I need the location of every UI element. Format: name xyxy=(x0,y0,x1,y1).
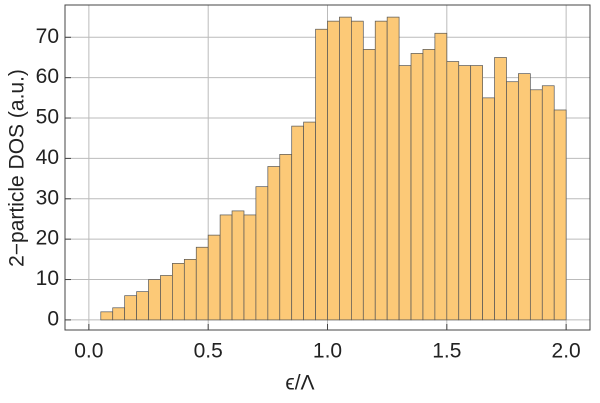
bar xyxy=(231,210,245,321)
bar xyxy=(303,121,316,321)
x-tick-label: 1.5 xyxy=(432,340,461,363)
bar xyxy=(124,295,137,321)
bar xyxy=(446,61,460,321)
bar xyxy=(506,81,519,321)
bar xyxy=(195,246,209,321)
bar xyxy=(315,28,328,321)
bar xyxy=(410,53,424,321)
bar xyxy=(207,234,221,321)
bar xyxy=(494,57,507,321)
bar xyxy=(136,291,149,321)
plot-frame xyxy=(64,4,591,331)
y-tick-label: 0 xyxy=(47,307,59,330)
bar xyxy=(279,154,293,321)
bar xyxy=(148,279,161,321)
bar xyxy=(255,186,269,321)
bar xyxy=(243,214,257,321)
bar xyxy=(339,16,352,321)
bar xyxy=(398,65,412,321)
bar xyxy=(374,20,388,321)
bar xyxy=(518,73,531,321)
y-tick-label: 40 xyxy=(36,146,59,169)
bar xyxy=(458,65,472,321)
y-tick-label: 30 xyxy=(36,186,59,209)
bar xyxy=(291,125,304,321)
bar xyxy=(529,89,543,321)
x-tick-label: 1.0 xyxy=(313,340,342,363)
bar xyxy=(219,214,233,321)
x-tick-label: 0.0 xyxy=(74,340,103,363)
bar xyxy=(541,85,555,321)
bar xyxy=(386,16,400,321)
bar xyxy=(183,258,197,321)
bar xyxy=(553,109,567,321)
bar xyxy=(470,65,483,321)
y-axis-label: 2−particle DOS (a.u.) xyxy=(6,69,29,267)
y-tick-label: 70 xyxy=(36,25,59,48)
bar xyxy=(100,311,114,321)
bar xyxy=(362,49,376,321)
bar xyxy=(434,32,448,321)
bar xyxy=(482,97,495,321)
bar xyxy=(172,263,185,321)
bar xyxy=(351,20,364,321)
bar xyxy=(327,20,340,321)
y-tick-label: 50 xyxy=(36,106,59,129)
y-tick-label: 20 xyxy=(36,227,59,250)
bar xyxy=(267,166,281,321)
bar xyxy=(112,307,126,321)
bar xyxy=(160,275,173,321)
bar xyxy=(422,49,436,321)
y-tick-label: 60 xyxy=(36,65,59,88)
x-tick-label: 2.0 xyxy=(552,340,581,363)
x-tick-label: 0.5 xyxy=(194,340,223,363)
x-axis-label: ϵ/Λ xyxy=(285,372,314,395)
y-tick-label: 10 xyxy=(36,267,59,290)
